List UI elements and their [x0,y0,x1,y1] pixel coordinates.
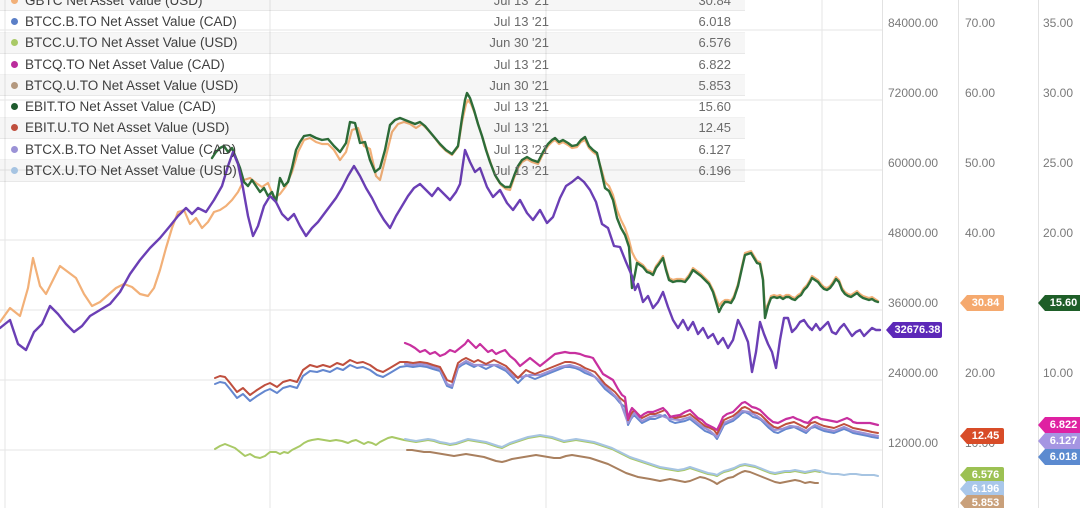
series-date: Jul 13 '21 [493,13,549,29]
series-line [214,362,879,440]
series-color-dot [11,39,18,47]
series-name: BTCQ.U.TO Net Asset Value (USD) [25,77,239,93]
series-date: Jul 13 '21 [493,56,549,72]
series-name: EBIT.TO Net Asset Value (CAD) [25,99,216,115]
series-value: 6.018 [698,13,731,29]
series-line [403,359,880,439]
series-color-dot [11,81,18,89]
axis3-tick-label: 10.00 [1043,366,1074,380]
series-date: Jul 13 '21 [493,120,549,136]
axis2-tick-label: 20.00 [965,366,996,380]
series-date: Jul 13 '21 [493,163,549,179]
series-name: EBIT.U.TO Net Asset Value (USD) [25,120,230,136]
legend-row[interactable]: EBIT.TO Net Asset Value (CAD) Jul 13 '21 1… [0,96,745,118]
axis3-tick-label: 35.00 [1043,16,1074,30]
legend-row[interactable]: BTCX.U.TO Net Asset Value (USD) Jul 13 '2… [0,160,745,182]
series-date: Jun 30 '21 [489,77,549,93]
axis2-tick-label: 70.00 [965,16,996,30]
axis1-tick-label: 72000.00 [888,86,939,100]
axis1-tick-label: 36000.00 [888,296,939,310]
series-name: BTCQ.TO Net Asset Value (CAD) [25,56,225,72]
series-name: BTCX.B.TO Net Asset Value (CAD) [25,141,237,157]
price-tag: 6.018 [1038,449,1080,465]
series-value: 5.853 [698,77,731,93]
series-line [0,148,882,374]
series-name: GBTC Net Asset Value (USD) [25,0,203,8]
series-line [0,98,880,324]
legend-row[interactable]: BTCQ.U.TO Net Asset Value (USD) Jun 30 '2… [0,75,745,97]
series-color-dot [11,103,18,111]
series-date: Jun 30 '21 [489,35,549,51]
series-date: Jul 13 '21 [493,141,549,157]
price-tag: 32676.38 [886,322,942,338]
axis3-separator [1038,0,1039,508]
axis2-separator [958,0,959,508]
series-line [404,434,879,477]
series-line [403,338,880,432]
price-tag: 30.84 [960,295,1004,311]
legend-row[interactable]: BTCQ.TO Net Asset Value (CAD) Jul 13 '21 6… [0,54,745,76]
series-name: BTCC.U.TO Net Asset Value (USD) [25,35,238,51]
series-value: 6.127 [698,141,731,157]
series-value: 6.196 [698,163,731,179]
price-tag: 6.127 [1038,433,1080,449]
series-color-dot [11,167,18,175]
axis2-tick-label: 50.00 [965,156,996,170]
series-name: BTCC.B.TO Net Asset Value (CAD) [25,13,237,29]
series-color-dot [11,60,18,68]
series-value: 15.60 [698,99,731,115]
legend-table: GBTC Net Asset Value (USD) Jul 13 '21 30.8… [0,0,745,182]
axis2-tick-label: 40.00 [965,226,996,240]
axis3-tick-label: 20.00 [1043,226,1074,240]
series-lines [0,91,882,485]
legend-row[interactable]: BTCC.B.TO Net Asset Value (CAD) Jul 13 '2… [0,11,745,33]
axis3-tick-label: 25.00 [1043,156,1074,170]
legend-row[interactable]: GBTC Net Asset Value (USD) Jul 13 '21 30.8… [0,0,745,12]
series-value: 6.576 [698,35,731,51]
axis1-tick-label: 48000.00 [888,226,939,240]
legend-row[interactable]: EBIT.U.TO Net Asset Value (USD) Jul 13 '2… [0,118,745,140]
axis2-tick-label: 60.00 [965,86,996,100]
price-tag: 15.60 [1038,295,1080,311]
price-tag: 5.853 [960,495,1004,508]
series-value: 6.822 [698,56,731,72]
axis1-tick-label: 60000.00 [888,156,939,170]
series-date: Jul 13 '21 [493,0,549,8]
series-color-dot [11,0,18,4]
series-name: BTCX.U.TO Net Asset Value (USD) [25,163,237,179]
axis1-tick-label: 84000.00 [888,16,939,30]
series-value: 30.84 [698,0,731,8]
axis1-tick-label: 12000.00 [888,436,939,450]
price-tag: 6.822 [1038,417,1080,433]
series-value: 12.45 [698,120,731,136]
series-color-dot [11,145,18,153]
legend-row[interactable]: BTCC.U.TO Net Asset Value (USD) Jun 30 '2… [0,33,745,54]
price-tag: 6.196 [960,481,1004,497]
price-tag: 6.576 [960,467,1004,483]
gridlines [0,0,882,508]
series-color-dot [11,124,18,132]
legend-row[interactable]: BTCX.B.TO Net Asset Value (CAD) Jul 13 '2… [0,139,745,161]
axis3-tick-label: 30.00 [1043,86,1074,100]
series-line [406,449,819,485]
series-color-dot [11,17,18,25]
axis1-tick-label: 24000.00 [888,366,939,380]
series-line [210,91,880,320]
axis1-separator [882,0,883,508]
price-tag: 12.45 [960,428,1004,444]
series-date: Jul 13 '21 [493,99,549,115]
series-line [214,357,879,435]
